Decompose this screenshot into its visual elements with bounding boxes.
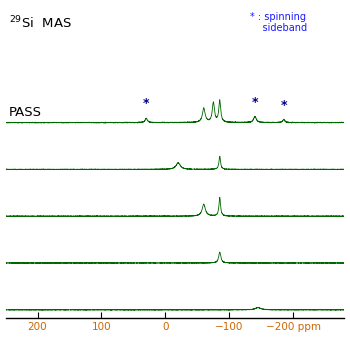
Text: *: * xyxy=(280,99,287,112)
Text: *: * xyxy=(143,97,149,110)
Text: PASS: PASS xyxy=(9,106,42,119)
Text: $^{29}$Si  MAS: $^{29}$Si MAS xyxy=(9,15,72,31)
Text: *: * xyxy=(252,96,258,108)
Text: * : spinning
    sideband: * : spinning sideband xyxy=(250,12,307,33)
